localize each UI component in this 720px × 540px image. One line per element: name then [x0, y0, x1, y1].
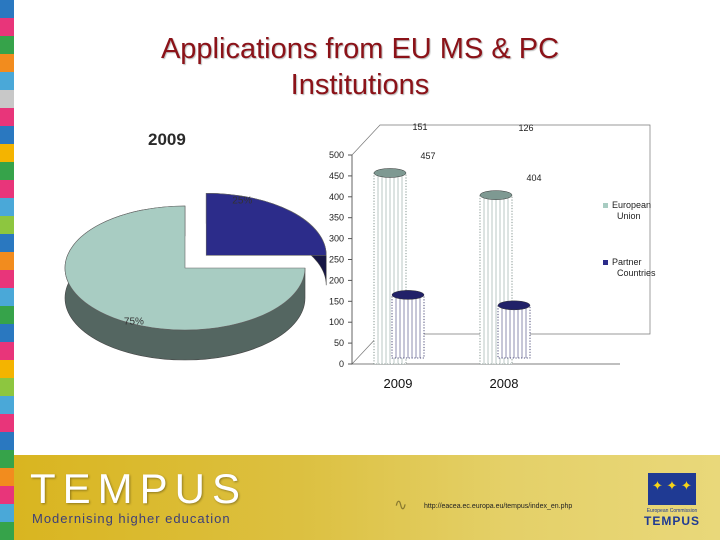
bar-body-1-0 — [391, 294, 425, 359]
ec-logo-brand: TEMPUS — [643, 514, 700, 528]
bar-cap-1-0 — [391, 290, 425, 300]
bar-0-0: 457 — [373, 151, 436, 365]
pie-slice-0: 25% — [205, 192, 327, 286]
bar-1-1: 126 — [497, 123, 534, 359]
y-tick-label-350: 350 — [329, 213, 344, 223]
y-tick-label-100: 100 — [329, 317, 344, 327]
y-tick-label-50: 50 — [334, 338, 344, 348]
y-tick-label-300: 300 — [329, 234, 344, 244]
y-tick-label-0: 0 — [339, 359, 344, 369]
bar-value-label-1-0: 151 — [412, 122, 427, 132]
legend-label-0-1: Union — [617, 211, 641, 221]
pie-chart-title: 2009 — [148, 130, 186, 149]
eu-flag-icon: ✦ ✦ ✦ — [648, 473, 696, 505]
y-tick-label-250: 250 — [329, 255, 344, 265]
bar-value-label-0-0: 457 — [420, 151, 435, 161]
legend-swatch-0 — [603, 203, 608, 208]
pie-slice-label-0: 25% — [232, 196, 252, 207]
bar-0-1: 404 — [479, 173, 542, 365]
bar-cap-0-0 — [373, 168, 407, 178]
bar-value-label-1-1: 126 — [518, 123, 533, 133]
ec-logo-caption: European Commission — [646, 508, 698, 514]
y-tick-label-150: 150 — [329, 296, 344, 306]
bar-1-0: 151 — [391, 122, 428, 359]
pie-slice-label-1: 75% — [124, 317, 144, 328]
legend-label-0-0: European — [612, 200, 651, 210]
bar-body-1-1 — [497, 304, 531, 359]
pie-slice-side-0 — [205, 192, 327, 286]
bar-cap-0-1 — [479, 190, 513, 200]
pie-slice-side-1 — [64, 205, 306, 361]
legend-swatch-1 — [603, 260, 608, 265]
eu-stars: ✦ ✦ ✦ — [652, 478, 692, 493]
tempus-logo-text: TEMPUS — [30, 465, 248, 512]
european-commission-logo: ✦ ✦ ✦ European Commission TEMPUS — [642, 473, 702, 535]
bar-body-0-0 — [373, 172, 407, 365]
x-tick-label-2009: 2009 — [384, 376, 413, 391]
y-tick-label-450: 450 — [329, 171, 344, 181]
legend-label-1-0: Partner — [612, 257, 642, 267]
y-tick-label-500: 500 — [329, 150, 344, 160]
pie-slice-top-1 — [64, 205, 306, 331]
y-tick-label-200: 200 — [329, 275, 344, 285]
footer-url-link[interactable]: http://eacea.ec.europa.eu/tempus/index_e… — [424, 503, 573, 510]
swirl-icon: ∿ — [394, 497, 408, 514]
bar-value-label-0-1: 404 — [526, 173, 541, 183]
decorative-color-stripe — [0, 0, 14, 540]
slide-title-line-2: Institutions — [290, 69, 430, 101]
pie-slice-top-0 — [205, 192, 327, 256]
footer-banner: TEMPUS Modernising higher education ∿ ht… — [14, 455, 720, 540]
legend-label-1-1: Countries — [617, 268, 656, 278]
tempus-tagline: Modernising higher education — [32, 511, 231, 526]
slide-title-line-1: Applications from EU MS & PC — [160, 33, 560, 65]
bar-chart-wall — [351, 124, 651, 365]
pie-slice-1: 75% — [64, 205, 306, 361]
x-tick-label-2008: 2008 — [490, 376, 519, 391]
y-tick-label-400: 400 — [329, 192, 344, 202]
bar-cap-1-1 — [497, 300, 531, 311]
bar-body-0-1 — [479, 194, 513, 365]
